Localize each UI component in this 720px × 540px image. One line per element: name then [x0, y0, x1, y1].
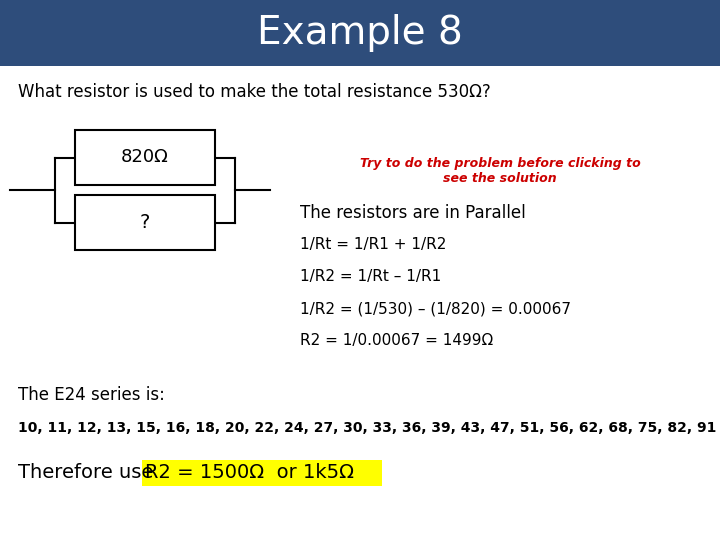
Text: 820Ω: 820Ω	[121, 148, 169, 166]
Text: ?: ?	[140, 213, 150, 232]
Text: R2 = 1500Ω  or 1k5Ω: R2 = 1500Ω or 1k5Ω	[145, 463, 354, 483]
Text: see the solution: see the solution	[444, 172, 557, 185]
Text: R2 = 1/0.00067 = 1499Ω: R2 = 1/0.00067 = 1499Ω	[300, 334, 493, 348]
Text: 1/R2 = (1/530) – (1/820) = 0.00067: 1/R2 = (1/530) – (1/820) = 0.00067	[300, 301, 571, 316]
Text: What resistor is used to make the total resistance 530Ω?: What resistor is used to make the total …	[18, 83, 491, 101]
Text: Example 8: Example 8	[257, 14, 463, 52]
Text: 1/Rt = 1/R1 + 1/R2: 1/Rt = 1/R1 + 1/R2	[300, 238, 446, 253]
Bar	[75, 130, 215, 185]
Text: The resistors are in Parallel: The resistors are in Parallel	[300, 204, 526, 222]
Text: 1/R2 = 1/Rt – 1/R1: 1/R2 = 1/Rt – 1/R1	[300, 269, 441, 285]
Text: The E24 series is:: The E24 series is:	[18, 386, 165, 404]
Bar	[0, 0, 720, 66]
Text: Therefore use: Therefore use	[18, 463, 160, 483]
Bar	[75, 195, 215, 250]
Text: Try to do the problem before clicking to: Try to do the problem before clicking to	[359, 157, 640, 170]
Bar	[142, 460, 382, 486]
Text: 10, 11, 12, 13, 15, 16, 18, 20, 22, 24, 27, 30, 33, 36, 39, 43, 47, 51, 56, 62, : 10, 11, 12, 13, 15, 16, 18, 20, 22, 24, …	[18, 421, 716, 435]
